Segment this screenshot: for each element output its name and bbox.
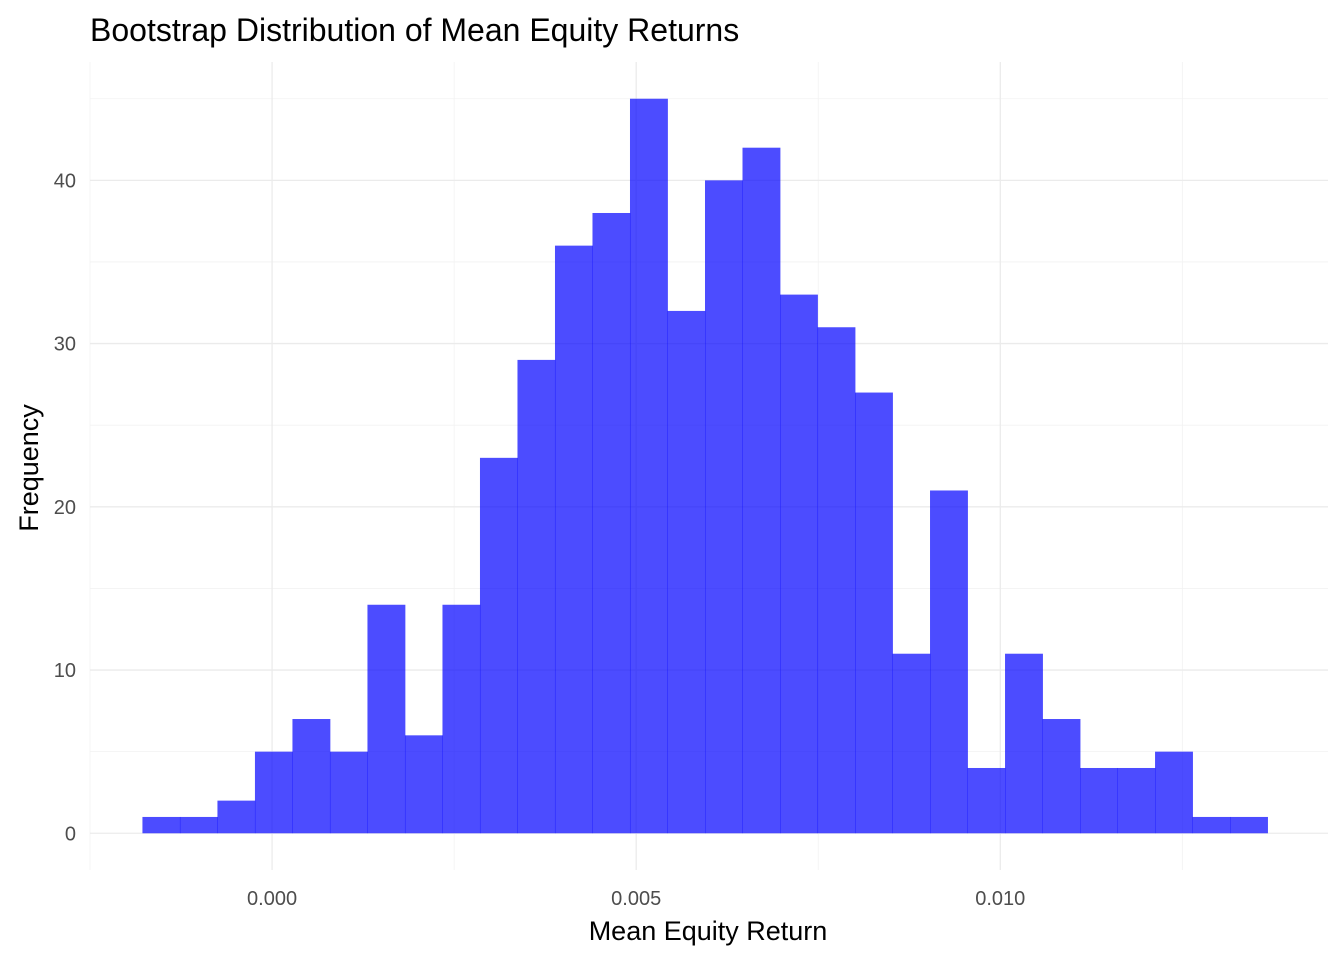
histogram-bar: [817, 327, 856, 834]
histogram-bar: [1192, 816, 1231, 834]
histogram-bar: [629, 98, 668, 834]
histogram-bar: [479, 457, 518, 834]
y-axis-ticks: 0 10 20 30 40: [54, 170, 76, 845]
histogram-bar: [404, 735, 443, 834]
histogram-bar: [1117, 767, 1156, 834]
y-tick-label: 0: [65, 823, 76, 845]
histogram-bar: [142, 816, 181, 834]
histogram-bar: [967, 767, 1006, 834]
histogram-bar: [930, 490, 968, 834]
histogram-bar: [780, 294, 818, 834]
histogram-bar: [442, 604, 481, 834]
histogram-bar: [742, 147, 781, 834]
x-tick-label: 0.010: [975, 888, 1025, 910]
histogram-bar: [1042, 719, 1081, 834]
y-axis-title: Frequency: [14, 404, 44, 532]
x-tick-label: 0.000: [247, 888, 297, 910]
histogram-bar: [1080, 767, 1118, 834]
histogram-bar: [217, 800, 256, 834]
histogram-bar: [892, 653, 931, 834]
x-axis-ticks: 0.000 0.005 0.010: [247, 888, 1025, 910]
histogram-bar: [179, 816, 218, 834]
histogram-bar: [517, 359, 556, 834]
y-tick-label: 10: [54, 660, 76, 682]
histogram-bar: [1005, 653, 1043, 834]
histogram-bar: [554, 245, 593, 834]
histogram-bar: [592, 212, 631, 834]
y-tick-label: 30: [54, 334, 76, 356]
y-tick-label: 20: [54, 497, 76, 519]
x-axis-title: Mean Equity Return: [589, 916, 828, 946]
histogram-bar: [367, 604, 406, 834]
histogram-bar: [667, 310, 706, 834]
y-tick-label: 40: [54, 170, 76, 192]
histogram-bars: [142, 98, 1268, 834]
histogram-bar: [329, 751, 368, 834]
histogram-bar: [1155, 751, 1193, 834]
histogram-bar: [855, 392, 893, 834]
histogram-bar: [704, 180, 743, 834]
histogram-bar: [1230, 816, 1268, 834]
histogram-bar: [254, 751, 293, 834]
histogram-bar: [292, 719, 331, 834]
chart-title: Bootstrap Distribution of Mean Equity Re…: [90, 12, 739, 48]
x-tick-label: 0.005: [611, 888, 661, 910]
